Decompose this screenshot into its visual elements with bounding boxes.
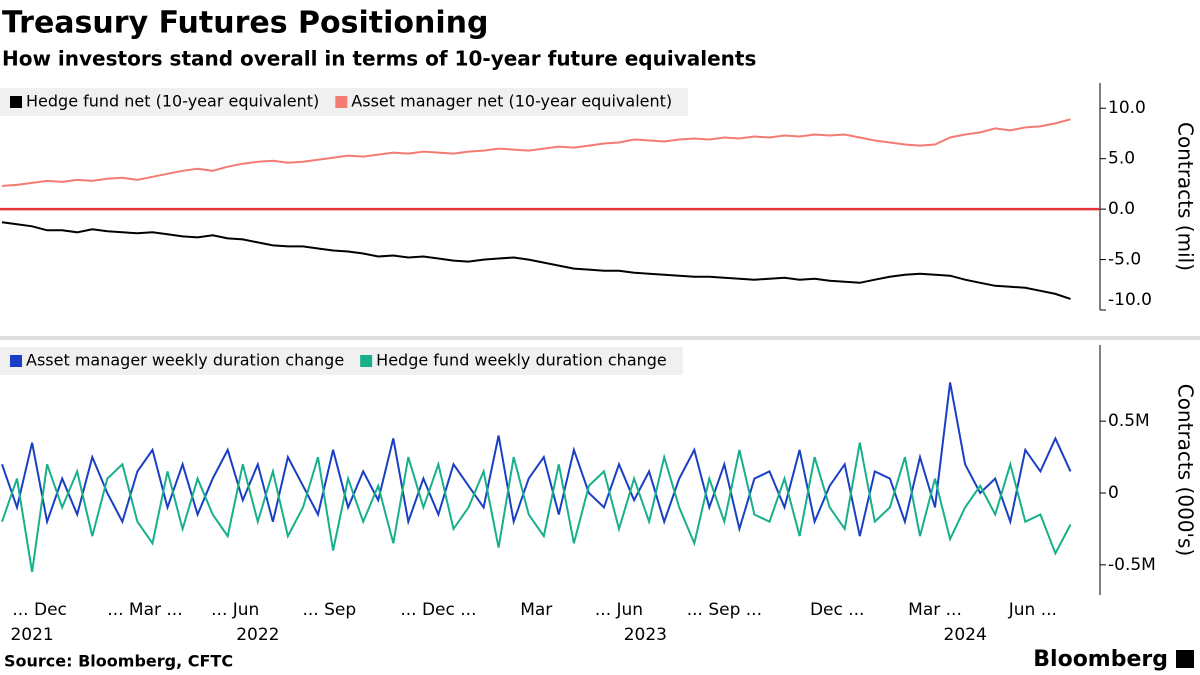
x-tick-label: ... Sep ... — [687, 600, 762, 620]
legend: Asset manager weekly duration change Hedg… — [0, 347, 683, 375]
brand-icon — [1176, 650, 1194, 668]
x-year-label: 2024 — [944, 625, 987, 645]
y-tick-label: 5.0 — [1108, 149, 1135, 169]
y-tick-label: 0.5M — [1108, 411, 1150, 431]
y-tick-label: 10.0 — [1108, 98, 1146, 118]
legend-swatch — [335, 96, 348, 108]
x-year-label: 2022 — [236, 625, 279, 645]
y-tick-label: -0.5M — [1108, 555, 1156, 575]
brand: Bloomberg — [1033, 647, 1168, 672]
x-year-label: 2023 — [624, 625, 667, 645]
legend-background — [0, 347, 683, 375]
y-tick-label: -10.0 — [1108, 290, 1152, 310]
y-axis-title: Contracts (000's) — [1174, 384, 1198, 557]
panel-separator — [0, 336, 1200, 340]
series-line — [1, 382, 1072, 537]
legend-swatch — [10, 355, 22, 367]
x-tick-label: ... Dec ... — [400, 600, 476, 620]
series-line — [1, 221, 1071, 300]
x-tick-label: ... Sep — [302, 600, 356, 620]
x-tick-label: ... Mar ... — [107, 600, 182, 620]
source: Source: Bloomberg, CFTC — [4, 652, 233, 671]
legend-swatch — [10, 96, 22, 108]
y-axis-title: Contracts (mil) — [1174, 122, 1198, 271]
y-tick-label: -5.0 — [1108, 250, 1141, 270]
series-line — [1, 442, 1072, 573]
x-tick-label: Jun ... — [1008, 600, 1057, 620]
x-tick-label: ... Jun — [211, 600, 259, 620]
legend-label: Hedge fund net (10-year equivalent) — [26, 92, 319, 111]
x-year-label: 2021 — [10, 625, 53, 645]
y-tick-label: 0 — [1108, 483, 1119, 503]
chart-title: Treasury Futures Positioning — [2, 6, 489, 41]
legend: Hedge fund net (10-year equivalent) Asset… — [0, 88, 689, 116]
y-tick-label: 0.0 — [1108, 199, 1135, 219]
legend-label: Asset manager net (10-year equivalent) — [351, 92, 672, 111]
legend-swatch — [360, 355, 373, 367]
x-tick-label: Dec ... — [810, 600, 865, 620]
legend-label: Hedge fund weekly duration change — [376, 351, 667, 370]
x-tick-label: Mar ... — [908, 600, 962, 620]
legend-label: Asset manager weekly duration change — [26, 351, 344, 370]
x-tick-label: ... Jun — [595, 600, 643, 620]
series-line — [1, 118, 1071, 187]
chart-subtitle: How investors stand overall in terms of … — [2, 47, 756, 71]
x-tick-label: ... Dec — [12, 600, 67, 620]
x-tick-label: Mar — [520, 600, 552, 620]
